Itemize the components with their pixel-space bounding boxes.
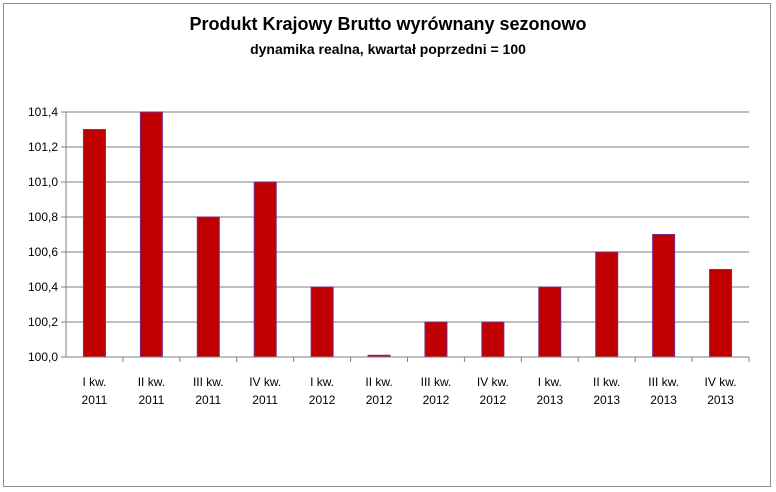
y-tick-label: 100,0 — [28, 350, 58, 364]
y-tick-label: 100,2 — [28, 315, 58, 329]
chart-title: Produkt Krajowy Brutto wyrównany sezonow… — [189, 14, 587, 34]
x-tick-label: II kw. 2012 — [365, 375, 392, 407]
x-tick-label: III kw. 2011 — [193, 375, 224, 407]
y-tick-label: 101,2 — [28, 140, 58, 154]
bar — [310, 286, 334, 358]
bar — [139, 111, 163, 358]
x-tick-label: II kw. 2011 — [138, 375, 165, 407]
bar — [595, 251, 619, 358]
x-tick-label: I kw. 2012 — [309, 375, 336, 407]
x-tick-label: II kw. 2013 — [593, 375, 620, 407]
x-tick-label: III kw. 2012 — [421, 375, 452, 407]
bar — [82, 129, 106, 358]
y-tick-label: 101,4 — [28, 105, 58, 119]
y-axis-tick-labels: 100,0 100,2 100,4 100,6 100,8 101,0 101,2 101,4 — [28, 105, 58, 364]
bar — [652, 234, 676, 358]
y-tick-label: 100,6 — [28, 245, 58, 259]
gridlines — [61, 111, 749, 358]
x-tick-label: III kw. 2013 — [648, 375, 679, 407]
bar — [538, 286, 562, 358]
x-tick-label: I kw. 2013 — [536, 375, 563, 407]
chart-subtitle: dynamika realna, kwartał poprzedni = 100 — [250, 41, 526, 57]
bar — [481, 321, 505, 358]
y-tick-label: 101,0 — [28, 175, 58, 189]
x-tick-label: IV kw. 2013 — [705, 375, 737, 407]
y-tick-label: 100,8 — [28, 210, 58, 224]
x-axis-tick-labels: I kw. 2011 II kw. 2011 III kw. 2011 IV kw. 2011… — [82, 375, 737, 407]
x-tick-label: IV kw. 2011 — [249, 375, 281, 407]
y-tick-label: 100,4 — [28, 280, 58, 294]
chart-frame — [3, 3, 771, 487]
bar — [709, 269, 733, 358]
bar — [196, 216, 220, 358]
bars — [82, 111, 750, 362]
x-tick-label: I kw. 2011 — [82, 375, 108, 407]
bar — [424, 321, 448, 358]
x-tick-label: IV kw. 2012 — [477, 375, 509, 407]
bar — [253, 181, 277, 358]
